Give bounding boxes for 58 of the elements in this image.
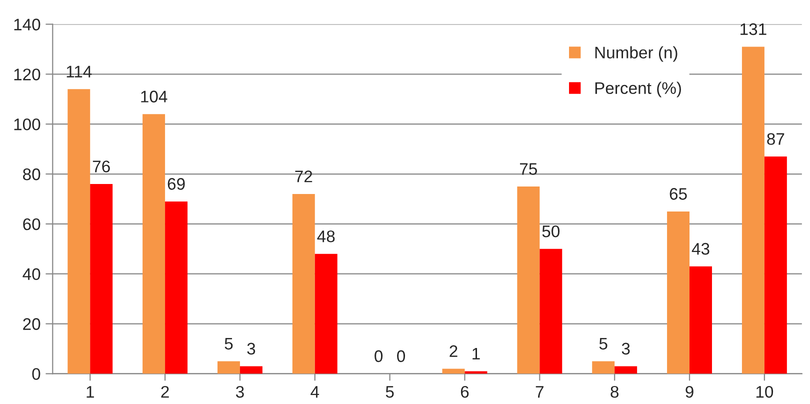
data-label: 1 (472, 348, 480, 360)
bar (464, 371, 488, 374)
x-tick-label: 5 (386, 386, 394, 398)
bar (592, 361, 615, 374)
data-label: 76 (92, 160, 110, 172)
bar (517, 186, 540, 374)
data-label: 114 (66, 66, 92, 78)
x-tick-label: 9 (686, 386, 694, 398)
x-tick-label: 3 (236, 386, 244, 398)
data-label: 131 (740, 23, 766, 36)
data-label: 5 (224, 338, 233, 350)
x-tick-label: 1 (86, 386, 94, 398)
data-label: 75 (520, 163, 537, 175)
y-tick-label: 140 (14, 18, 40, 30)
x-tick-label: 6 (460, 386, 469, 398)
y-tick-label: 40 (22, 268, 40, 280)
x-tick-label: 7 (536, 386, 544, 398)
y-tick-label: 120 (14, 68, 40, 80)
data-label: 104 (141, 90, 168, 102)
bar (690, 266, 712, 374)
data-label: 65 (670, 188, 687, 200)
data-label: 50 (542, 225, 560, 238)
bar (240, 366, 262, 374)
x-tick-label: 8 (610, 386, 618, 398)
bar (217, 361, 240, 374)
bar (90, 184, 113, 374)
bar (614, 366, 638, 374)
data-label: 2 (450, 345, 458, 357)
bar (667, 211, 690, 374)
bar (292, 194, 315, 374)
data-label: 43 (692, 242, 710, 255)
data-label: 69 (168, 178, 185, 190)
x-tick-label: 10 (756, 386, 774, 398)
bar (442, 368, 465, 374)
data-label: 0 (374, 350, 383, 362)
data-label: 48 (317, 230, 335, 242)
x-tick-label: 4 (310, 386, 320, 398)
x-tick-label: 2 (161, 386, 169, 398)
legend-label: Percent (%) (595, 82, 681, 98)
data-label: 87 (767, 133, 784, 145)
data-label: 0 (397, 350, 406, 362)
data-label: 5 (599, 338, 608, 350)
bar (742, 46, 764, 374)
legend-label: Number (n) (595, 46, 678, 62)
y-tick-label: 100 (14, 118, 40, 130)
bar (540, 248, 562, 374)
y-tick-label: 20 (23, 318, 40, 330)
data-label: 3 (247, 342, 256, 355)
y-tick-label: 0 (32, 368, 40, 380)
bar (314, 254, 338, 374)
data-label: 72 (295, 170, 312, 182)
bar (764, 156, 787, 374)
bar (68, 89, 90, 374)
y-tick-label: 60 (23, 218, 40, 230)
data-label: 3 (622, 342, 630, 355)
y-tick-label: 80 (23, 168, 40, 180)
bar (165, 201, 188, 374)
bar (142, 114, 166, 374)
